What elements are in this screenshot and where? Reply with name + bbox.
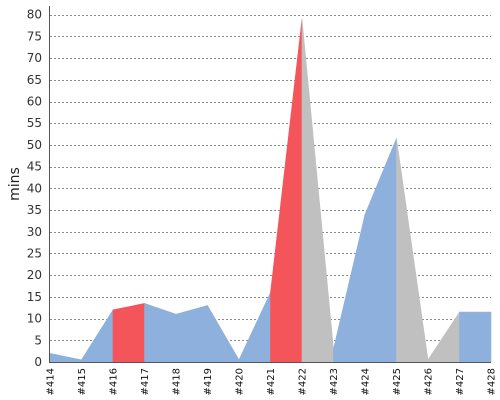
area-segment xyxy=(112,303,145,363)
y-tick-label: 50 xyxy=(27,138,42,152)
y-tick-label: 35 xyxy=(27,203,42,217)
x-tick-label: #417 xyxy=(140,368,151,395)
area-segment xyxy=(396,138,429,363)
y-tick-label: 70 xyxy=(27,51,42,65)
y-tick-label: 40 xyxy=(27,181,42,195)
x-tick-label: #422 xyxy=(298,368,309,395)
area-segment xyxy=(144,302,177,363)
y-tick-labels: 0 5 10 15 20 25 30 35 40 45 50 55 60 65 70 75 80 xyxy=(27,8,42,369)
y-tick-label: 45 xyxy=(27,160,42,174)
x-tick-label: #421 xyxy=(266,368,277,395)
y-tick-label: 5 xyxy=(34,333,42,347)
area-segment xyxy=(301,18,334,363)
y-tick-label: 30 xyxy=(27,225,42,239)
y-tick-label: 0 xyxy=(34,355,42,369)
x-tick-label: #415 xyxy=(77,368,88,395)
y-tick-label: 75 xyxy=(27,29,42,43)
area-segment xyxy=(49,352,82,363)
x-tick-label: #419 xyxy=(203,368,214,395)
area-segment xyxy=(207,304,240,363)
x-tick-label: #423 xyxy=(329,368,340,395)
x-tick-label: #424 xyxy=(361,368,372,395)
y-tick-label: 55 xyxy=(27,116,42,130)
x-tick-label: #426 xyxy=(424,368,435,395)
x-tick-label: #425 xyxy=(392,368,403,395)
axes xyxy=(49,6,491,363)
area-segment xyxy=(333,214,366,363)
x-tick-label: #420 xyxy=(235,368,246,395)
y-tick-label: 15 xyxy=(27,290,42,304)
x-tick-label: #414 xyxy=(46,368,57,395)
x-tick-label: #427 xyxy=(455,368,466,395)
x-tick-label: #418 xyxy=(172,368,183,395)
y-tick-label: 25 xyxy=(27,246,42,260)
y-axis-label: mins xyxy=(7,167,23,201)
area-segment xyxy=(175,305,208,363)
area-segment xyxy=(81,308,114,363)
area-segment xyxy=(459,311,492,363)
x-tick-label: #428 xyxy=(487,368,498,395)
area-segment xyxy=(270,18,303,363)
y-tick-label: 60 xyxy=(27,95,42,109)
area-segments xyxy=(49,18,492,363)
area-segment xyxy=(364,138,397,363)
y-tick-label: 10 xyxy=(27,312,42,326)
y-tick-label: 80 xyxy=(27,8,42,22)
area-segment xyxy=(238,292,271,363)
y-tick-label: 65 xyxy=(27,73,42,87)
y-tick-label: 20 xyxy=(27,268,42,282)
x-tick-label: #416 xyxy=(109,368,120,395)
x-tick-labels: #414 #415 #416 #417 #418 #419 #420 #421 #422 #423… xyxy=(46,368,498,395)
